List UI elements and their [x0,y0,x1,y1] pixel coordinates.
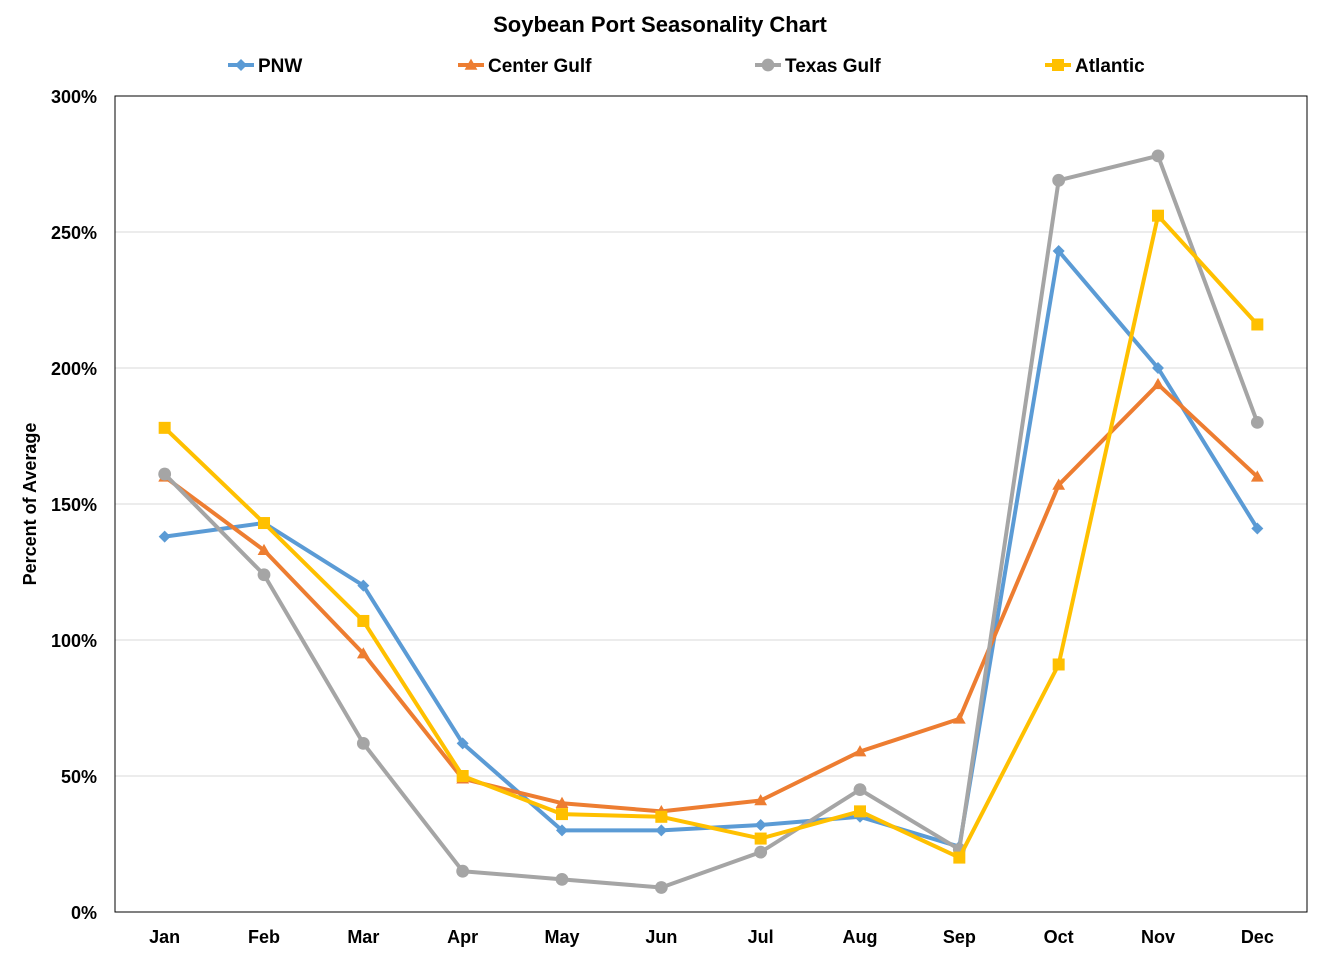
series-layer [158,149,1264,894]
series-line [163,153,1260,890]
x-tick-label: Jun [645,927,677,947]
data-point [556,824,568,837]
data-point [654,881,668,894]
data-point [456,864,470,878]
y-axis-ticks: 0% 50% 100% 150% 200% 250% 300% [51,87,97,923]
y-tick-label: 300% [51,87,97,107]
legend-marker [761,58,775,72]
data-point [1251,522,1264,535]
x-tick-label: Jul [748,927,774,947]
data-point [853,745,867,757]
legend-marker [235,59,247,71]
data-point [456,737,469,750]
legend-label: Texas Gulf [785,56,881,77]
data-point [1251,318,1264,331]
y-axis-label: Percent of Average [20,423,40,586]
data-point [754,794,768,806]
series-center-gulf [158,377,1264,817]
data-point [854,805,866,818]
data-point [1152,362,1164,374]
series-line [163,213,1259,860]
plot-area [114,95,1308,913]
legend: PNW Center Gulf Texas Gulf Atlantic [228,56,1145,77]
data-point [1052,658,1065,671]
data-point [853,783,867,796]
legend-item: PNW [228,56,302,77]
data-point [754,832,767,845]
chart-title: Soybean Port Seasonality Chart [493,12,827,37]
x-tick-label: Apr [447,927,478,947]
legend-item: Atlantic [1045,56,1145,77]
data-point [257,543,271,556]
x-tick-label: Oct [1044,927,1074,947]
data-point [356,736,370,750]
x-tick-label: Nov [1141,927,1175,947]
data-point [356,647,370,659]
data-point [158,530,171,543]
legend-item: Center Gulf [458,56,592,77]
y-tick-label: 50% [61,767,97,787]
data-point [158,421,171,434]
y-tick-label: 200% [51,359,97,379]
series-pnw [158,245,1264,853]
gridlines [115,231,1307,777]
series-atlantic [158,209,1264,864]
data-point [953,851,966,864]
data-point [257,568,271,582]
data-point [357,614,370,627]
x-tick-label: Jan [149,927,180,947]
x-axis-ticks: Jan Feb Mar Apr May Jun Jul Aug Sep Oct Nov Dec [149,927,1274,947]
data-point [1052,173,1066,187]
data-point [1151,149,1165,163]
series-texas-gulf [158,149,1264,894]
series-line [164,249,1260,849]
x-tick-label: Sep [943,927,976,947]
data-point [258,517,270,530]
x-tick-label: May [544,927,579,947]
y-tick-label: 0% [71,903,97,923]
legend-item: Texas Gulf [755,56,881,77]
data-point [555,872,569,886]
data-point [655,824,668,837]
data-point [1250,470,1264,482]
legend-label: Atlantic [1075,56,1145,77]
data-point [1250,416,1264,429]
data-point [1052,245,1065,258]
legend-marker [464,58,478,70]
data-point [555,796,569,808]
data-point [556,808,568,821]
y-tick-label: 250% [51,223,97,243]
y-tick-label: 150% [51,495,97,515]
legend-label: Center Gulf [488,56,592,77]
x-tick-label: Mar [347,927,379,947]
y-tick-label: 100% [51,631,97,651]
legend-label: PNW [258,56,302,77]
x-tick-label: Feb [248,927,280,947]
data-point [158,467,172,481]
data-point [754,845,768,859]
x-tick-label: Aug [843,927,878,947]
data-point [754,818,767,831]
data-point [1152,209,1164,222]
data-point [1052,478,1066,490]
data-point [456,770,469,782]
series-line [163,382,1259,814]
data-point [357,579,370,592]
data-point [1151,377,1165,390]
x-tick-label: Dec [1241,927,1274,947]
legend-marker [1052,59,1064,71]
data-point [655,810,668,823]
data-point [952,712,966,724]
